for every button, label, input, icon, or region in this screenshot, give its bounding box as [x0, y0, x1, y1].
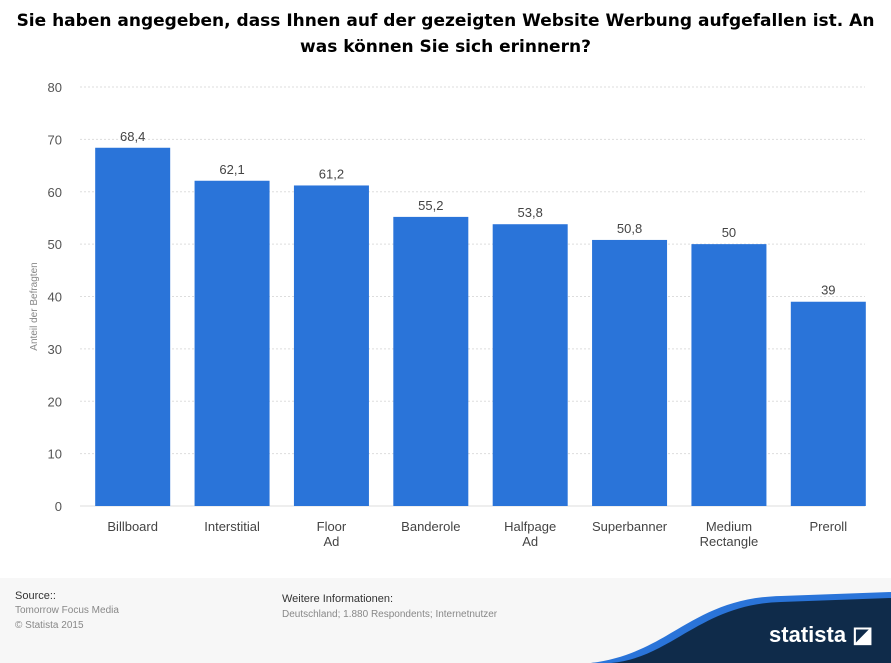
y-tick-label: 50 [48, 237, 62, 252]
data-label: 61,2 [319, 166, 344, 181]
bar [691, 244, 767, 506]
source-label: Source:: [15, 590, 56, 602]
statista-logo: statista ◪ [769, 622, 873, 647]
copyright: © Statista 2015 [15, 620, 84, 631]
y-tick-label: 20 [48, 394, 62, 409]
logo-swoosh [591, 592, 891, 663]
x-tick-label: Preroll [810, 519, 848, 534]
x-tick-label: Halfpage Ad [504, 519, 556, 549]
data-label: 50,8 [617, 221, 642, 236]
data-label: 62,1 [219, 162, 244, 177]
x-tick-label: Floor Ad [317, 519, 347, 549]
data-label: 68,4 [120, 129, 145, 144]
info: Deutschland; 1.880 Respondents; Internet… [282, 609, 498, 620]
bar [492, 224, 568, 506]
x-tick-label: Banderole [401, 519, 460, 534]
data-label: 39 [821, 283, 835, 298]
bar [393, 216, 469, 506]
y-tick-label: 40 [48, 290, 62, 305]
bar [194, 180, 270, 506]
y-tick-label: 0 [55, 499, 62, 514]
chart-title: Sie haben angegeben, dass Ihnen auf der … [16, 11, 875, 57]
info-label: Weitere Informationen: [282, 593, 394, 605]
data-label: 50 [722, 225, 736, 240]
bar [293, 185, 369, 506]
y-tick-label: 80 [48, 80, 62, 95]
y-tick-label: 70 [48, 132, 62, 147]
bar [790, 301, 866, 506]
y-axis-label: Anteil der Befragten [29, 262, 40, 350]
y-tick-label: 60 [48, 185, 62, 200]
x-tick-label: Billboard [107, 519, 158, 534]
bar [95, 147, 171, 506]
footer: Source:: Tomorrow Focus Media © Statista… [0, 578, 891, 663]
x-tick-label: Medium Rectangle [700, 519, 759, 549]
source: Tomorrow Focus Media [15, 605, 119, 616]
x-tick-label: Superbanner [592, 519, 668, 534]
bar-chart: 0 10 20 30 40 50 60 70 80 Anteil der Befragten 68,… [29, 80, 866, 549]
y-tick-label: 10 [48, 447, 62, 462]
data-label: 55,2 [418, 198, 443, 213]
bar [592, 239, 668, 506]
data-label: 53,8 [518, 205, 543, 220]
y-tick-label: 30 [48, 342, 62, 357]
x-tick-label: Interstitial [204, 519, 260, 534]
